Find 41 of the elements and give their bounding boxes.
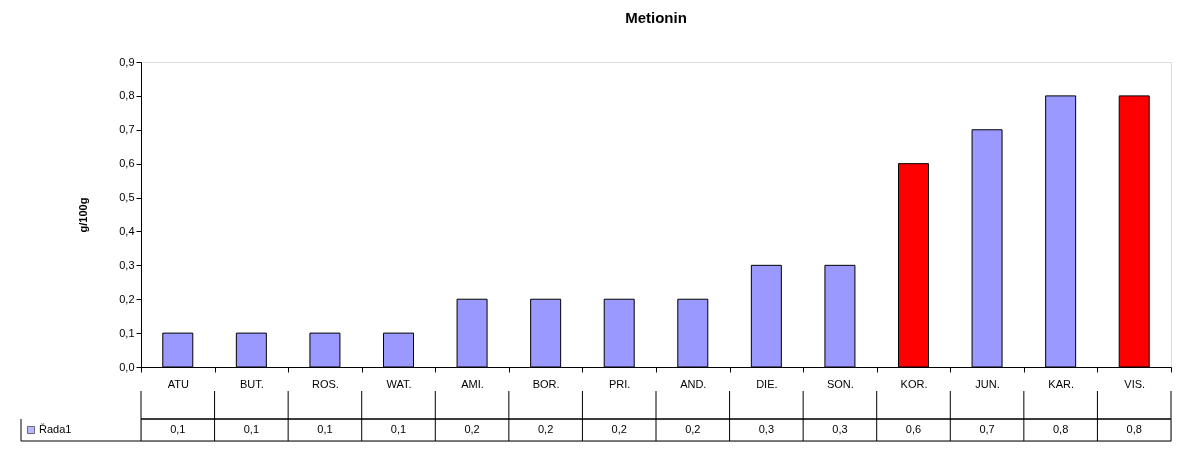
y-tick-label: 0,8 [119, 89, 135, 102]
x-tick-label: VIS. [1124, 377, 1146, 390]
data-label: 0,3 [758, 423, 775, 435]
y-tick-label: 0,3 [119, 258, 135, 271]
x-tick-label: ROS. [311, 377, 339, 390]
y-axis-title: g/100g [77, 197, 90, 233]
x-tick-label: ATU [167, 377, 189, 390]
y-tick-label: 0,4 [119, 224, 135, 237]
x-tick-label: BUT. [239, 377, 264, 390]
data-label: 0,7 [979, 423, 995, 435]
data-label: 0,1 [390, 423, 407, 435]
x-tick-label: AMI. [461, 377, 484, 390]
y-tick-label: 0,5 [119, 191, 135, 204]
x-tick-label: AND. [680, 377, 707, 390]
x-tick-label: DIE. [756, 377, 778, 390]
data-label: 0,6 [905, 423, 922, 435]
data-label: 0,8 [1052, 423, 1069, 435]
x-tick-label: KOR. [900, 377, 928, 390]
data-label: 0,8 [1126, 423, 1142, 435]
x-tick-label: KAR. [1048, 377, 1074, 390]
data-label: 0,2 [685, 423, 701, 435]
y-tick-label: 0,1 [119, 326, 135, 339]
data-label: 0,1 [243, 423, 260, 435]
x-tick-label: SON. [826, 377, 854, 390]
data-label: 0,1 [317, 423, 333, 435]
x-tick-label: JUN. [975, 377, 1000, 390]
y-tick-label: 0,2 [119, 292, 135, 305]
data-label: 0,2 [611, 423, 627, 435]
chart-title: Metionin [625, 9, 687, 26]
x-tick-label: WAT. [386, 377, 412, 390]
data-label: 0,2 [537, 423, 554, 435]
data-label: 0,2 [464, 423, 480, 435]
y-tick-label: 0,6 [119, 157, 135, 170]
data-label: 0,3 [832, 423, 848, 435]
y-tick-label: 0,0 [119, 360, 135, 373]
data-label: 0,1 [170, 423, 186, 435]
y-tick-label: 0,7 [119, 123, 135, 136]
x-tick-label: BOR. [532, 377, 560, 390]
legend-label: Řada1 [39, 423, 72, 435]
x-tick-label: PRI. [609, 377, 631, 390]
y-tick-label: 0,9 [119, 55, 135, 68]
